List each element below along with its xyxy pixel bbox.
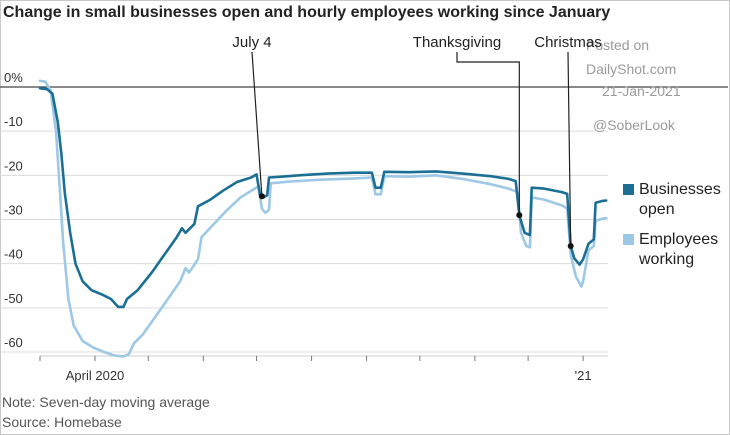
legend-label-1-line-1: Employees: [639, 231, 718, 248]
annotation-dot-2: [567, 243, 574, 249]
y-tick-label-2: -20: [4, 158, 23, 173]
y-tick-label-4: -40: [4, 247, 23, 262]
watermark: Posted on DailyShot.com 21-Jan-2021 @Sob…: [586, 37, 681, 133]
annotation-dot-0: [258, 193, 265, 200]
annotation-label-1: Thanksgiving: [413, 34, 501, 51]
legend-label-0-line-2: open: [639, 201, 675, 218]
gridlines: [0, 86, 728, 361]
y-tick-label-5: -50: [4, 291, 23, 306]
annotation-dot-1: [516, 212, 523, 219]
watermark-line-1: Posted on: [586, 37, 649, 53]
watermark-line-4: @SoberLook: [593, 117, 676, 133]
axis-labels: 0% -10 -20 -30 -40 -50 -60 April 2020 '21: [4, 70, 592, 383]
annotations: July 4 Thanksgiving Christmas: [232, 34, 602, 249]
series-line-0: [38, 87, 608, 309]
legend-label-1-line-2: working: [638, 251, 694, 268]
x-tick-label-1: '21: [575, 368, 592, 383]
y-tick-label-0: 0%: [4, 70, 23, 85]
legend-label-0-line-1: Businesses: [639, 181, 721, 198]
y-tick-label-1: -10: [4, 114, 23, 129]
y-tick-label-6: -60: [4, 335, 23, 350]
annotation-leader-1: [456, 52, 520, 216]
footer-note: Note: Seven-day moving average: [2, 394, 210, 410]
annotation-label-2: Christmas: [534, 34, 602, 51]
watermark-line-3: 21-Jan-2021: [602, 83, 681, 99]
series-lines: [38, 79, 608, 358]
legend: Businesses open Employees working: [623, 181, 721, 268]
legend-swatch-1: [623, 234, 634, 245]
watermark-line-2: DailyShot.com: [586, 61, 676, 77]
x-tick-label-0: April 2020: [66, 368, 125, 383]
y-tick-label-3: -30: [4, 203, 23, 218]
annotation-leader-2: [567, 51, 572, 247]
annotation-leader-0: [251, 51, 263, 197]
series-line-1: [38, 79, 608, 358]
annotation-label-0: July 4: [232, 34, 271, 51]
chart-title: Change in small businesses open and hour…: [3, 4, 611, 21]
footer-source: Source: Homebase: [2, 414, 122, 430]
legend-swatch-0: [623, 184, 634, 195]
